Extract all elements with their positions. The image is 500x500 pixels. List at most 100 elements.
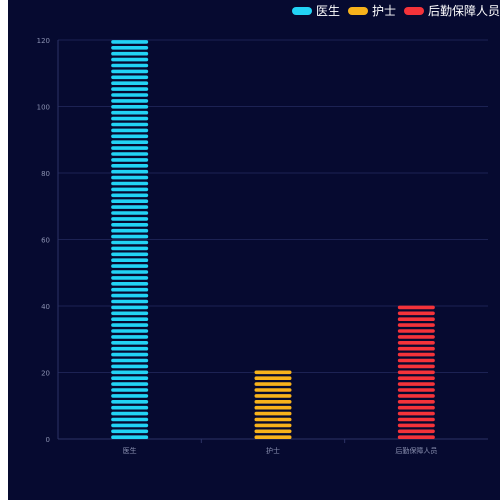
bar-segment bbox=[111, 270, 149, 274]
bar-segment bbox=[254, 388, 292, 392]
bar-segment bbox=[254, 423, 292, 428]
bar-segment bbox=[111, 411, 149, 416]
bar-segment bbox=[397, 370, 435, 375]
bar-segment bbox=[397, 388, 435, 392]
bar-segment bbox=[254, 394, 292, 398]
bar-segment bbox=[111, 293, 149, 298]
bar-segment bbox=[111, 240, 149, 245]
bar-segment bbox=[397, 400, 435, 404]
bar-segment bbox=[111, 46, 149, 50]
bar-segment bbox=[111, 258, 149, 262]
legend-item-doctor[interactable]: 医生 bbox=[291, 2, 340, 19]
bar-segment bbox=[111, 205, 149, 209]
bar-segment bbox=[111, 435, 149, 439]
bar-segment bbox=[111, 276, 149, 280]
bar-segment bbox=[111, 158, 149, 162]
y-tick-label: 60 bbox=[41, 237, 50, 245]
bar-segment bbox=[254, 382, 292, 386]
bar-segment bbox=[111, 140, 149, 144]
bar-segment bbox=[111, 358, 149, 363]
bar-segment bbox=[111, 181, 149, 186]
bar-segment bbox=[111, 122, 149, 127]
bar-segment bbox=[111, 394, 149, 398]
x-tick-label: 护士 bbox=[266, 446, 280, 455]
bar-segment bbox=[397, 376, 435, 380]
bar-segment bbox=[111, 57, 149, 62]
x-tick-label: 医生 bbox=[123, 446, 137, 455]
bar-segment bbox=[254, 376, 292, 380]
bar-segment bbox=[397, 335, 435, 339]
chart-panel: 0 20 40 60 80 100 120 医生 护士 后勤保障人员 医生 护士 后勤保障人员 bbox=[8, 0, 500, 500]
bar-segment bbox=[111, 311, 149, 316]
legend-item-support-staff[interactable]: 后勤保障人员 bbox=[403, 2, 500, 19]
bar-segment bbox=[111, 329, 149, 333]
bar-chart: 0 20 40 60 80 100 120 医生 护士 后勤保障人员 bbox=[37, 37, 488, 455]
bar-segment bbox=[111, 223, 149, 227]
bar-segment bbox=[111, 317, 149, 321]
bar-segment bbox=[111, 252, 149, 257]
bar-segment bbox=[397, 329, 435, 333]
bar-segment bbox=[111, 423, 149, 428]
bar-segment bbox=[111, 193, 149, 198]
x-tick-label: 后勤保障人员 bbox=[395, 446, 437, 455]
bar-segment bbox=[111, 382, 149, 386]
bar-segment bbox=[397, 364, 435, 369]
legend-item-nurse[interactable]: 护士 bbox=[347, 2, 396, 19]
bar-segment bbox=[397, 317, 435, 321]
bar-segment bbox=[397, 429, 435, 434]
y-tick-label: 120 bbox=[37, 37, 50, 45]
y-tick-label: 100 bbox=[37, 104, 50, 112]
bar-segment bbox=[111, 335, 149, 339]
bar-segment bbox=[111, 364, 149, 369]
bar-segment bbox=[397, 305, 435, 310]
legend-label-nurse: 护士 bbox=[371, 4, 396, 18]
bar-segment bbox=[111, 134, 149, 139]
bar-segment bbox=[111, 341, 149, 345]
bar-segment bbox=[111, 69, 149, 74]
bar-segment bbox=[111, 400, 149, 404]
bar-segment bbox=[111, 105, 149, 109]
bar-segment bbox=[111, 264, 149, 268]
bar-segment bbox=[111, 388, 149, 392]
bar-segment bbox=[111, 376, 149, 380]
bar-segment bbox=[111, 305, 149, 310]
chart-legend: 医生 护士 后勤保障人员 bbox=[291, 2, 500, 19]
bar-segment bbox=[254, 429, 292, 434]
bar-segment bbox=[254, 411, 292, 416]
bar-segment bbox=[111, 128, 149, 133]
bar-segment bbox=[254, 370, 292, 375]
bar-segment bbox=[397, 346, 435, 351]
bar-segment bbox=[397, 358, 435, 363]
bar-segment bbox=[111, 246, 149, 251]
bar-segment bbox=[254, 400, 292, 404]
bar-segment bbox=[397, 394, 435, 398]
bar-segment bbox=[111, 352, 149, 357]
bar-segment bbox=[111, 63, 149, 68]
bar-segment bbox=[111, 87, 149, 91]
bar-segment bbox=[111, 228, 149, 233]
bar-segment bbox=[397, 352, 435, 357]
bar-segment bbox=[111, 75, 149, 80]
bar-segment bbox=[111, 51, 149, 56]
bar-segment bbox=[111, 152, 149, 156]
bar-segment bbox=[111, 110, 149, 115]
y-tick-label: 40 bbox=[41, 303, 50, 311]
bar-segment bbox=[111, 211, 149, 215]
legend-swatch-support-staff bbox=[403, 6, 424, 15]
y-tick-label: 80 bbox=[41, 170, 50, 178]
bar-segment bbox=[111, 99, 149, 103]
bar-segment bbox=[111, 287, 149, 292]
bar-segment bbox=[254, 417, 292, 422]
y-tick-label: 0 bbox=[46, 436, 50, 444]
bar-segment bbox=[397, 435, 435, 439]
bar-segment bbox=[111, 164, 149, 168]
bar-segment bbox=[254, 405, 292, 410]
bar-segment bbox=[111, 282, 149, 286]
y-tick-label: 20 bbox=[41, 370, 50, 378]
bar-segment bbox=[111, 370, 149, 375]
bar-segment bbox=[111, 405, 149, 410]
bar-segment bbox=[111, 217, 149, 221]
bar-segment bbox=[397, 341, 435, 345]
bar-segment bbox=[111, 81, 149, 85]
bar-segment bbox=[111, 417, 149, 422]
